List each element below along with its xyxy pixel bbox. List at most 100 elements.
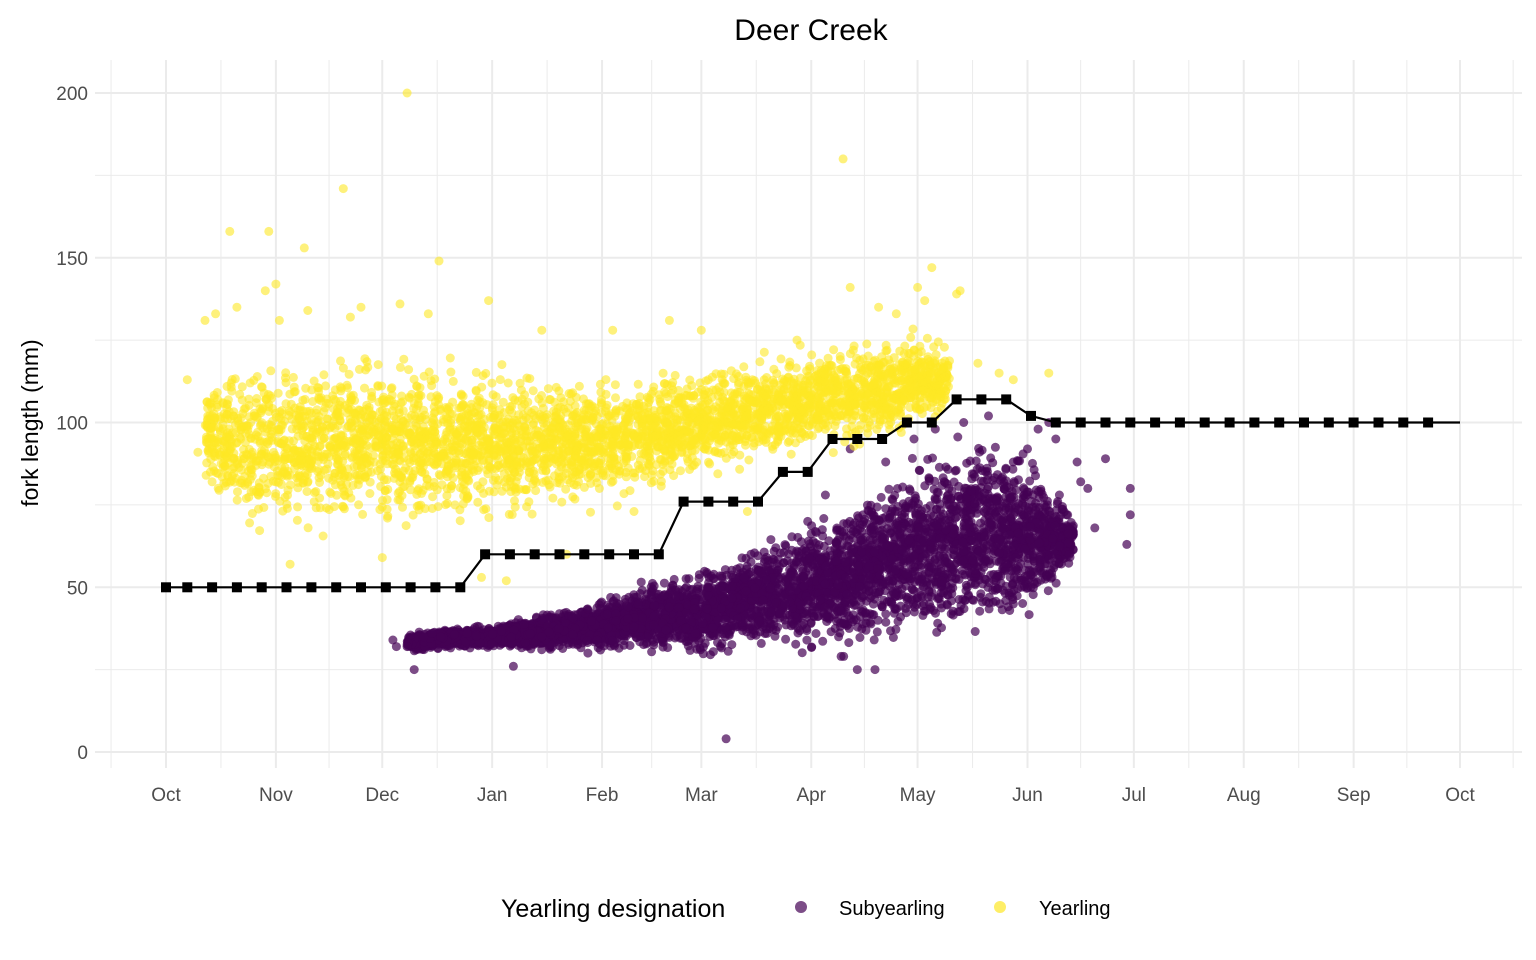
subyearling-point (791, 639, 801, 649)
subyearling-point (802, 635, 812, 645)
subyearling-point (946, 609, 956, 619)
subyearling-point (886, 626, 895, 636)
subyearling-point (891, 565, 900, 575)
subyearling-point (625, 641, 635, 650)
subyearling-point (914, 465, 924, 475)
subyearling-point (929, 606, 939, 615)
subyearling-point (993, 470, 1002, 480)
subyearling-point (659, 590, 669, 600)
subyearling-point (918, 610, 928, 620)
subyearling-point (807, 643, 816, 652)
subyearling-point (759, 557, 769, 567)
subyearling-point (659, 578, 669, 588)
subyearling-point (955, 501, 965, 511)
subyearling-point (969, 469, 979, 479)
subyearling-point (532, 612, 541, 622)
subyearling-point (1008, 599, 1018, 609)
subyearling-point (962, 458, 972, 468)
subyearling-point (620, 594, 630, 604)
subyearling-point (986, 453, 996, 463)
subyearling-point (972, 508, 982, 518)
subyearling-point (898, 482, 908, 492)
subyearling-point (951, 465, 961, 475)
subyearling-point (774, 584, 784, 594)
subyearling-point (977, 466, 987, 476)
subyearling-point (681, 574, 691, 584)
subyearling-point (947, 596, 956, 606)
subyearling-point (858, 605, 868, 614)
subyearling-point (779, 548, 789, 557)
subyearling-point (750, 583, 760, 593)
subyearling-point (639, 640, 649, 650)
subyearling-point (766, 583, 776, 593)
subyearling-point (1043, 586, 1053, 596)
subyearling-point (935, 505, 945, 515)
subyearling-point (1034, 538, 1044, 548)
subyearling-point (649, 601, 659, 611)
subyearling-point (708, 647, 718, 657)
subyearling-point (692, 644, 702, 654)
subyearling-point (893, 507, 903, 517)
subyearling-point (806, 619, 816, 628)
subyearling-point (881, 609, 891, 619)
subyearling-point (703, 590, 713, 600)
subyearling-point (964, 591, 973, 601)
subyearling-point (730, 573, 740, 583)
subyearling-point (980, 488, 990, 498)
subyearling-point (890, 490, 900, 500)
subyearling-point (796, 600, 806, 610)
subyearling-point (892, 604, 902, 614)
subyearling-point (739, 573, 749, 583)
subyearling-point (887, 554, 897, 564)
subyearling-point (966, 579, 976, 588)
subyearling-point (969, 523, 979, 533)
subyearling-point (779, 558, 788, 568)
subyearling-point (999, 506, 1009, 516)
subyearling-point (984, 598, 994, 608)
subyearling-point (937, 576, 947, 586)
subyearling-point (797, 648, 807, 658)
subyearling-point (941, 462, 951, 472)
subyearling-point (875, 570, 885, 580)
subyearling-point (857, 593, 867, 603)
subyearling-point (907, 453, 917, 463)
subyearling-point (995, 535, 1005, 544)
subyearling-point (807, 608, 817, 618)
subyearling-point (808, 536, 818, 546)
subyearling-point (728, 581, 738, 591)
subyearling-point (918, 552, 927, 562)
subyearling-point (933, 618, 943, 628)
subyearling-point (1020, 571, 1030, 581)
subyearling-point (983, 510, 993, 520)
subyearling-point (934, 462, 944, 472)
subyearling-point (989, 575, 999, 585)
subyearling-point (781, 634, 791, 644)
subyearling-point (723, 646, 733, 656)
subyearling-point (936, 599, 946, 609)
subyearling-point (970, 565, 980, 575)
subyearling-point (940, 478, 950, 488)
subyearling-point (1025, 476, 1035, 486)
subyearling-point (596, 645, 605, 655)
subyearling-point (1034, 487, 1044, 497)
subyearling-point (909, 551, 919, 561)
subyearling-point (966, 486, 976, 496)
subyearling-point (864, 561, 874, 571)
subyearling-point (761, 575, 771, 585)
subyearling-point (799, 572, 809, 582)
subyearling-point (873, 615, 883, 625)
subyearling-point (756, 638, 766, 648)
subyearling-point (928, 453, 937, 463)
subyearling-point (1005, 530, 1015, 540)
subyearling-point (974, 546, 984, 556)
subyearling-point (802, 626, 812, 636)
subyearling-point (1009, 541, 1019, 551)
subyearling-point (636, 577, 646, 587)
subyearling-point (799, 581, 809, 591)
subyearling-point (953, 432, 963, 442)
subyearling-point (1054, 558, 1064, 568)
subyearling-point (742, 561, 752, 571)
subyearling-point (885, 518, 895, 528)
subyearling-point (787, 558, 797, 568)
